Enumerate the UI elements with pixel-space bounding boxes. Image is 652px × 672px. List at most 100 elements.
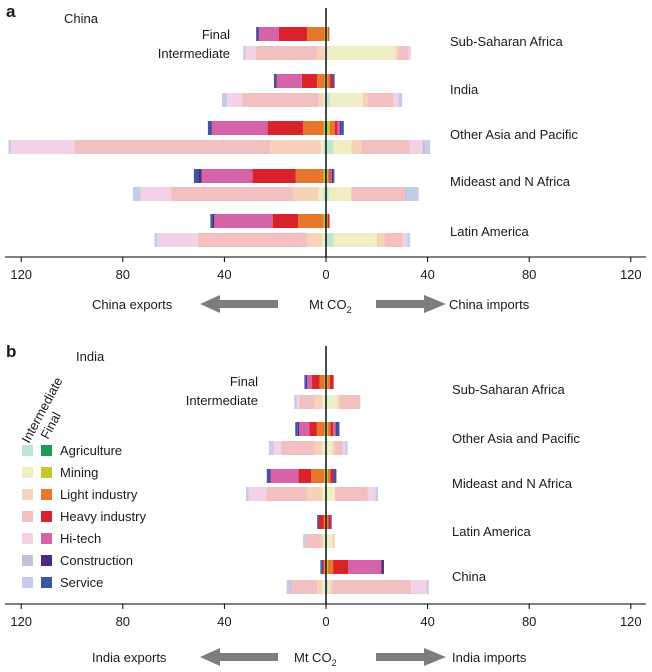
panel-a-final-row-label: Final bbox=[202, 27, 230, 42]
panel-b-region-labels: Sub-Saharan Africa Other Asia and Pacific… bbox=[452, 382, 580, 584]
b-unit-label: Mt CO2 bbox=[294, 650, 337, 668]
b-bar-2-final-import-light bbox=[328, 469, 331, 483]
legend-swatch-final-hitech bbox=[41, 533, 52, 544]
b-bar-4-final-export-mining bbox=[324, 560, 326, 574]
b-bar-0-intermediate-export-mining bbox=[322, 395, 325, 409]
a-bar-1-intermediate-import-heavy bbox=[367, 93, 394, 107]
b-tick-label-2: 40 bbox=[217, 614, 231, 629]
panel-a-letter: a bbox=[6, 2, 16, 21]
a-bar-0-final-export-light bbox=[306, 27, 325, 41]
a-bar-0-intermediate-import-mining bbox=[327, 46, 396, 60]
a-bar-4-final-export-light bbox=[298, 214, 324, 228]
a-bar-0-intermediate-import-heavy bbox=[398, 46, 409, 60]
b-bar-0-intermediate-export-light bbox=[314, 395, 323, 409]
a-bar-1-final-export-heavy bbox=[301, 74, 318, 88]
a-bar-3-intermediate-export-agriculture bbox=[323, 187, 326, 201]
a-bar-0-final-export-hitech bbox=[258, 27, 280, 41]
panel-b-india: b India Final Intermediate Sub-Saharan A… bbox=[5, 342, 646, 668]
b-bar-1-intermediate-export-mining bbox=[322, 441, 325, 455]
a-bar-4-intermediate-import-service bbox=[407, 233, 410, 247]
a-bar-3-intermediate-import-construction bbox=[404, 187, 407, 201]
b-bar-3-final-export-mining bbox=[324, 515, 326, 529]
panel-a-intermediate-row-label: Intermediate bbox=[158, 46, 230, 61]
b-bar-1-intermediate-import-mining bbox=[327, 441, 333, 455]
a-tick-label-3: 0 bbox=[322, 267, 329, 282]
a-bar-0-intermediate-export-service bbox=[243, 46, 246, 60]
b-bar-1-final-export-hitech bbox=[299, 422, 310, 436]
b-bar-3-intermediate-export-mining bbox=[323, 534, 325, 548]
b-bar-2-intermediate-export-light bbox=[306, 487, 323, 501]
b-bar-1-final-import-hitech bbox=[333, 422, 336, 436]
sector-legend: Intermediate Final AgricultureMiningLigh… bbox=[18, 375, 146, 590]
b-bar-2-final-import-mining bbox=[326, 469, 329, 483]
panel-b-bars bbox=[245, 375, 429, 594]
a-bar-4-final-export-construction bbox=[212, 214, 215, 228]
a-bar-1-final-import-mining bbox=[326, 74, 328, 88]
b-bar-4-intermediate-export-heavy bbox=[291, 580, 318, 594]
b-bar-2-intermediate-export-mining bbox=[322, 487, 325, 501]
b-bar-2-final-import-service bbox=[333, 469, 337, 483]
b-bar-2-intermediate-import-mining bbox=[327, 487, 335, 501]
a-bar-3-final-import-mining bbox=[326, 169, 329, 183]
b-bar-3-final-export-heavy bbox=[318, 515, 324, 529]
b-bar-1-intermediate-import-heavy bbox=[334, 441, 343, 455]
a-bar-4-intermediate-export-hitech bbox=[157, 233, 198, 247]
b-bar-1-final-export-mining bbox=[324, 422, 326, 436]
panel-a-bars bbox=[8, 27, 431, 247]
a-bar-4-final-export-hitech bbox=[214, 214, 273, 228]
a-bar-2-final-export-construction bbox=[210, 121, 212, 135]
b-bar-0-final-import-heavy bbox=[329, 375, 334, 389]
b-tick-label-1: 80 bbox=[116, 614, 130, 629]
legend-swatch-intermediate-hitech bbox=[22, 533, 33, 544]
b-bar-3-final-import-mining bbox=[326, 515, 328, 529]
a-bar-2-final-export-hitech bbox=[211, 121, 268, 135]
a-bar-3-final-import-construction bbox=[331, 169, 334, 183]
a-bar-4-intermediate-import-heavy bbox=[384, 233, 403, 247]
a-bar-0-intermediate-export-light bbox=[316, 46, 325, 60]
a-bar-2-final-import-construction bbox=[339, 121, 342, 135]
b-tick-label-6: 120 bbox=[620, 614, 642, 629]
a-bar-4-intermediate-import-mining bbox=[333, 233, 377, 247]
b-bar-1-intermediate-export-service bbox=[268, 441, 274, 455]
a-bar-0-intermediate-import-hitech bbox=[408, 46, 412, 60]
b-bar-1-intermediate-export-light bbox=[314, 441, 323, 455]
a-region-label-2: Other Asia and Pacific bbox=[450, 127, 578, 142]
legend-items: Agriculture Mining Light industry Heavy ind… bbox=[22, 443, 146, 590]
b-bar-1-final-import-heavy bbox=[330, 422, 334, 436]
b-region-label-3: Latin America bbox=[452, 524, 532, 539]
b-bar-4-final-export-service bbox=[320, 560, 322, 574]
b-bar-4-intermediate-export-construction bbox=[289, 580, 292, 594]
b-bar-4-final-import-hitech bbox=[348, 560, 382, 574]
b-bar-1-final-export-construction bbox=[297, 422, 300, 436]
b-imports-label: India imports bbox=[452, 650, 527, 665]
a-bar-3-intermediate-export-service bbox=[132, 187, 141, 201]
b-bar-2-final-export-service bbox=[266, 469, 270, 483]
a-bar-4-final-import-light bbox=[327, 214, 328, 228]
a-bar-2-intermediate-import-hitech bbox=[409, 140, 423, 154]
b-bar-1-intermediate-import-light bbox=[332, 441, 335, 455]
a-bar-4-intermediate-import-hitech bbox=[402, 233, 408, 247]
legend-swatch-intermediate-light bbox=[22, 489, 33, 500]
panel-b-letter: b bbox=[6, 342, 16, 361]
a-bar-3-final-import-heavy bbox=[329, 169, 331, 183]
a-bar-2-intermediate-import-construction bbox=[422, 140, 426, 154]
b-bar-2-final-import-construction bbox=[333, 469, 334, 483]
a-bar-2-intermediate-export-hitech bbox=[11, 140, 75, 154]
b-bar-0-intermediate-export-heavy bbox=[299, 395, 315, 409]
legend-swatch-final-construction bbox=[41, 555, 52, 566]
a-bar-2-intermediate-export-service bbox=[8, 140, 12, 154]
a-bar-4-final-import-heavy bbox=[327, 214, 330, 228]
a-left-arrow bbox=[200, 295, 278, 313]
a-bar-0-intermediate-import-light bbox=[395, 46, 399, 60]
a-bar-1-final-export-light bbox=[317, 74, 325, 88]
b-bar-0-intermediate-import-mining bbox=[327, 395, 338, 409]
b-region-label-2: Mideast and N Africa bbox=[452, 476, 573, 491]
a-bar-1-intermediate-import-mining bbox=[329, 93, 363, 107]
a-bar-4-intermediate-export-light bbox=[306, 233, 323, 247]
a-region-label-4: Latin America bbox=[450, 224, 530, 239]
legend-label-heavy: Heavy industry bbox=[60, 509, 146, 524]
a-bar-4-intermediate-export-mining bbox=[322, 233, 325, 247]
a-unit-label: Mt CO2 bbox=[309, 297, 352, 315]
b-bar-2-final-export-light bbox=[311, 469, 324, 483]
